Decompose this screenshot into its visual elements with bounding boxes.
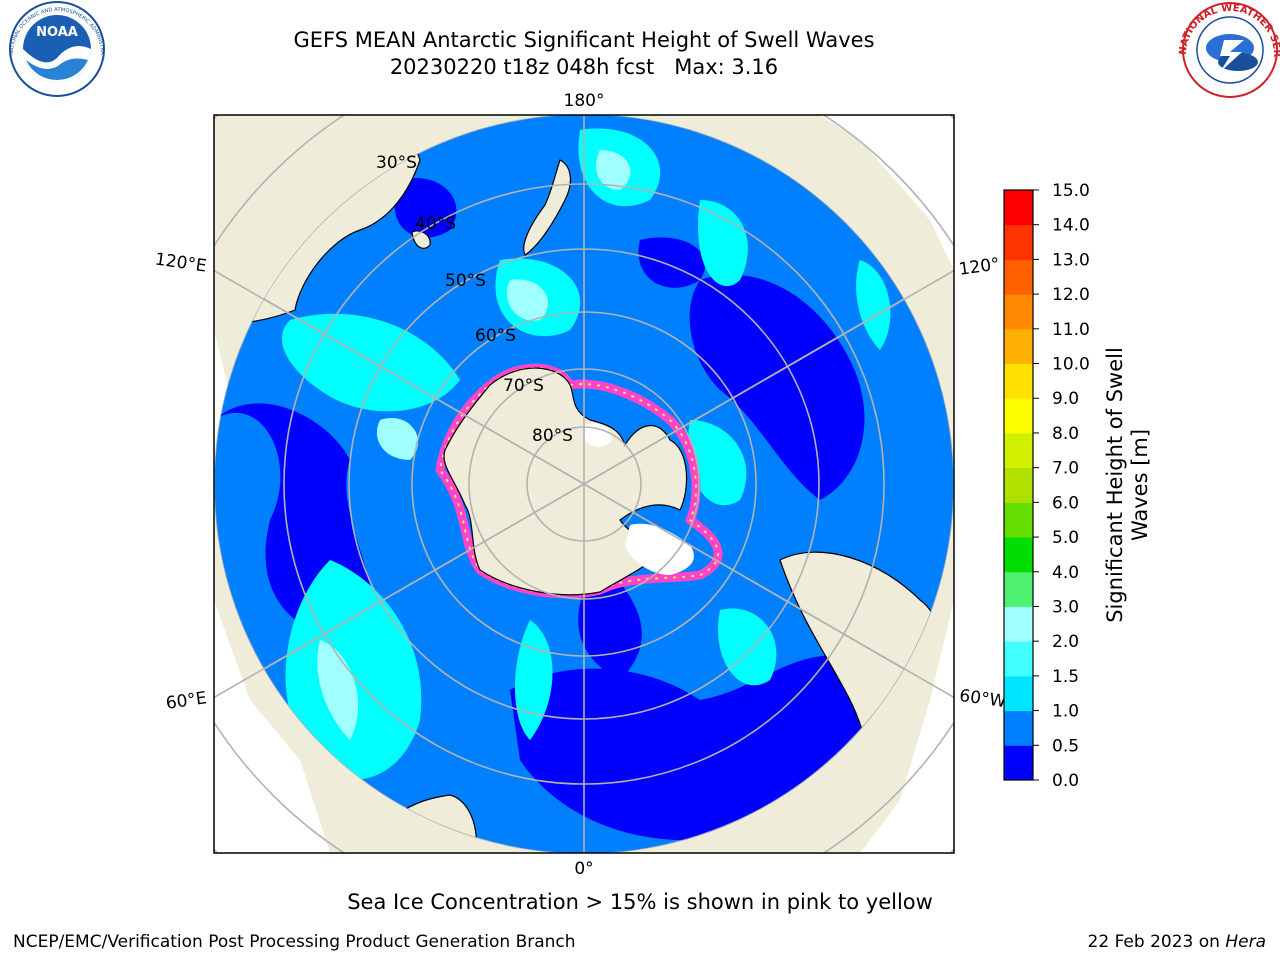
colorbar-tick-label: 3.0	[1052, 597, 1079, 617]
colorbar-swatch	[1004, 641, 1033, 677]
lat-label-80s: 80°S	[532, 426, 573, 446]
colorbar-swatch	[1004, 537, 1033, 573]
colorbar-swatch	[1004, 502, 1033, 538]
colorbar-label-line1: Significant Height of Swell	[1103, 347, 1127, 623]
svg-text:NATIONAL WEATHER SERVICE: NATIONAL WEATHER SERVICE	[0, 0, 1280, 58]
antarctica-land	[443, 367, 688, 596]
lon-label-120e: 120°E	[154, 250, 208, 277]
chart-title: GEFS MEAN Antarctic Significant Height o…	[293, 28, 875, 52]
colorbar-tick-label: 9.0	[1052, 389, 1079, 409]
colorbar-label-line2: Waves [m]	[1128, 428, 1152, 542]
lon-label-60w: 60°W	[958, 686, 1007, 712]
lon-label-180: 180°	[564, 91, 605, 111]
lon-label-0: 0°	[574, 859, 593, 879]
map-frame	[213, 114, 955, 854]
colorbar-swatch	[1004, 224, 1033, 260]
swell-mid-region	[281, 128, 891, 780]
colorbar-tick-label: 0.0	[1052, 771, 1079, 791]
colorbar-swatch	[1004, 571, 1033, 607]
footer-date-text: 22 Feb 2023 on	[1087, 932, 1220, 952]
colorbar-swatch	[1004, 398, 1033, 434]
colorbar-tick-label: 4.0	[1052, 563, 1079, 583]
colorbar-tick-label: 0.5	[1052, 736, 1079, 756]
footer-credit: NCEP/EMC/Verification Post Processing Pr…	[13, 932, 576, 952]
lon-label-60e: 60°E	[165, 688, 208, 713]
colorbar-tick-label: 11.0	[1052, 320, 1090, 340]
colorbar-tick-label: 15.0	[1052, 181, 1090, 201]
sea-ice-note: Sea Ice Concentration > 15% is shown in …	[347, 890, 933, 914]
colorbar-tick-label: 1.5	[1052, 667, 1079, 687]
noaa-logo-text: NOAA	[36, 25, 78, 40]
polar-map	[214, 115, 954, 853]
colorbar-swatch	[1004, 467, 1033, 503]
colorbar-swatch	[1004, 745, 1033, 781]
nws-ring-text: NATIONAL WEATHER SERVICE	[0, 0, 1280, 58]
colorbar-swatch	[1004, 363, 1033, 399]
colorbar-swatch	[1004, 432, 1033, 469]
colorbar-swatch	[1004, 328, 1033, 365]
lat-label-50s: 50°S	[445, 271, 486, 291]
nws-logo-icon: NATIONAL WEATHER SERVICE	[0, 0, 1280, 98]
colorbar-swatch	[1004, 259, 1033, 295]
colorbar-tick-label: 8.0	[1052, 424, 1079, 444]
ice-shelf-ross	[585, 423, 612, 447]
colorbar: 0.0 0.5 1.0 1.5 2.0 3.0 4.0 5.0 6.0 7.0 8.0 9.0 10.0…	[1003, 181, 1090, 791]
colorbar-frame	[1003, 189, 1034, 781]
lat-label-40s: 40°S	[415, 214, 456, 234]
colorbar-tick-label: 10.0	[1052, 355, 1090, 375]
lat-label-60s: 60°S	[475, 326, 516, 346]
lat-label-30s: 30°S	[376, 153, 417, 173]
ice-shelf-weddell	[625, 523, 694, 575]
swell-high-region	[317, 150, 631, 740]
colorbar-swatch	[1004, 294, 1033, 330]
noaa-logo-icon: NOAA NATIONAL OCEANIC AND ATMOSPHERIC AD…	[0, 0, 105, 97]
colorbar-swatch	[1004, 606, 1033, 642]
colorbar-tick-label: 12.0	[1052, 285, 1090, 305]
colorbar-tick-label: 6.0	[1052, 493, 1079, 513]
colorbar-tick-label: 7.0	[1052, 459, 1079, 479]
footer-date: 22 Feb 2023 on Hera	[1088, 932, 1266, 952]
colorbar-tick-label: 14.0	[1052, 216, 1090, 236]
colorbar-tick-label: 5.0	[1052, 528, 1079, 548]
colorbar-swatch	[1004, 710, 1033, 746]
colorbar-swatch	[1004, 190, 1033, 226]
colorbar-tick-label: 13.0	[1052, 250, 1090, 270]
chart-subtitle: 20230220 t18z 048h fcst Max: 3.16	[389, 55, 779, 79]
colorbar-swatch	[1004, 675, 1033, 712]
lon-label-120w: 120°	[958, 254, 1001, 280]
colorbar-tick-label: 2.0	[1052, 632, 1079, 652]
footer-machine: Hera	[1225, 932, 1266, 952]
lat-label-70s: 70°S	[503, 376, 544, 396]
colorbar-tick-label: 1.0	[1052, 702, 1079, 722]
